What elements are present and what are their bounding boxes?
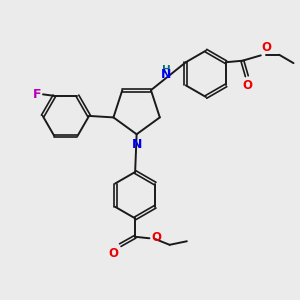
Text: H: H: [162, 64, 170, 75]
Text: O: O: [242, 79, 252, 92]
Text: O: O: [151, 231, 161, 244]
Text: O: O: [262, 41, 272, 55]
Text: N: N: [132, 138, 143, 151]
Text: F: F: [33, 88, 41, 101]
Text: O: O: [108, 247, 118, 260]
Text: N: N: [161, 68, 171, 81]
